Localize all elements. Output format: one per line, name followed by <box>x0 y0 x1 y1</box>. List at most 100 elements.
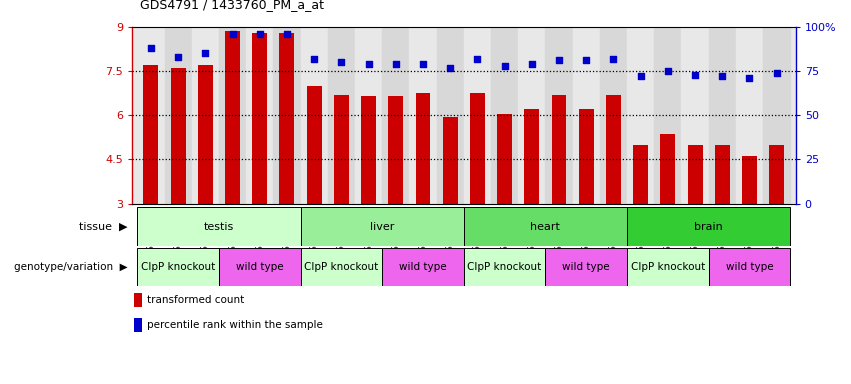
Bar <box>273 27 300 204</box>
Bar <box>545 27 573 204</box>
Point <box>770 70 784 76</box>
Point <box>525 61 539 67</box>
Text: ClpP knockout: ClpP knockout <box>305 262 379 272</box>
Point <box>307 56 321 62</box>
Point <box>362 61 375 67</box>
Point <box>498 63 511 69</box>
Bar <box>409 27 437 204</box>
Bar <box>300 207 464 246</box>
Text: brain: brain <box>694 222 723 232</box>
Bar <box>252 33 267 204</box>
Bar <box>437 27 464 204</box>
Bar <box>627 207 791 246</box>
Bar <box>736 27 763 204</box>
Bar <box>606 94 621 204</box>
Bar <box>715 145 729 204</box>
Bar <box>709 248 791 286</box>
Point <box>471 56 484 62</box>
Bar <box>171 68 186 204</box>
Bar <box>551 94 567 204</box>
Text: tissue  ▶: tissue ▶ <box>79 222 128 232</box>
Point <box>661 68 675 74</box>
Point <box>389 61 403 67</box>
Point <box>688 71 702 78</box>
Bar <box>682 27 709 204</box>
Bar <box>361 96 376 204</box>
Bar <box>334 94 349 204</box>
Text: ClpP knockout: ClpP knockout <box>467 262 542 272</box>
Point <box>743 75 757 81</box>
Bar <box>164 27 191 204</box>
Bar <box>328 27 355 204</box>
Text: wild type: wild type <box>399 262 447 272</box>
Bar <box>579 109 594 204</box>
Bar <box>382 248 464 286</box>
Bar <box>137 248 219 286</box>
Point <box>443 65 457 71</box>
Bar <box>134 318 142 332</box>
Bar <box>763 27 791 204</box>
Bar <box>137 207 300 246</box>
Bar <box>134 293 142 307</box>
Point <box>144 45 157 51</box>
Point <box>634 73 648 79</box>
Bar <box>300 248 382 286</box>
Point <box>552 57 566 63</box>
Point <box>253 31 266 37</box>
Text: testis: testis <box>204 222 234 232</box>
Point <box>716 73 729 79</box>
Bar <box>742 156 757 204</box>
Point <box>171 54 185 60</box>
Text: liver: liver <box>370 222 394 232</box>
Bar <box>627 27 654 204</box>
Bar <box>443 117 458 204</box>
Bar <box>225 31 240 204</box>
Point <box>280 31 294 37</box>
Bar <box>491 27 518 204</box>
Bar <box>219 27 246 204</box>
Bar <box>627 248 709 286</box>
Bar <box>470 93 485 204</box>
Bar <box>464 207 627 246</box>
Bar <box>415 93 431 204</box>
Bar <box>137 27 164 204</box>
Bar <box>633 145 648 204</box>
Bar <box>464 27 491 204</box>
Bar <box>219 248 300 286</box>
Bar <box>198 65 213 204</box>
Bar <box>660 134 676 204</box>
Bar <box>769 145 784 204</box>
Point <box>334 59 348 65</box>
Text: GDS4791 / 1433760_PM_a_at: GDS4791 / 1433760_PM_a_at <box>140 0 324 12</box>
Bar <box>688 145 703 204</box>
Bar <box>573 27 600 204</box>
Text: heart: heart <box>530 222 560 232</box>
Point <box>580 57 593 63</box>
Text: wild type: wild type <box>726 262 774 272</box>
Bar <box>191 27 219 204</box>
Text: percentile rank within the sample: percentile rank within the sample <box>146 320 323 330</box>
Text: wild type: wild type <box>236 262 283 272</box>
Point <box>607 56 620 62</box>
Bar <box>144 65 158 204</box>
Text: transformed count: transformed count <box>146 295 243 305</box>
Bar <box>545 248 627 286</box>
Text: wild type: wild type <box>563 262 610 272</box>
Text: ClpP knockout: ClpP knockout <box>141 262 215 272</box>
Bar <box>279 33 294 204</box>
Point <box>198 50 212 56</box>
Bar <box>306 86 322 204</box>
Bar <box>600 27 627 204</box>
Point <box>226 31 239 37</box>
Bar <box>524 109 540 204</box>
Text: ClpP knockout: ClpP knockout <box>631 262 705 272</box>
Bar <box>300 27 328 204</box>
Bar <box>654 27 682 204</box>
Bar <box>464 248 545 286</box>
Bar <box>497 114 512 204</box>
Point <box>416 61 430 67</box>
Bar <box>388 96 403 204</box>
Bar <box>355 27 382 204</box>
Text: genotype/variation  ▶: genotype/variation ▶ <box>14 262 128 272</box>
Bar <box>518 27 545 204</box>
